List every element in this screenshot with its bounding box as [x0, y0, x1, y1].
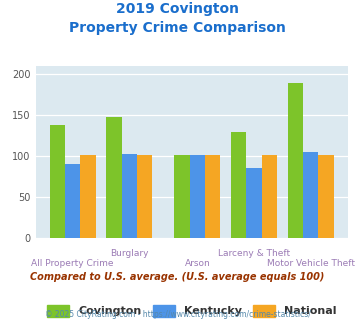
Text: Property Crime Comparison: Property Crime Comparison — [69, 21, 286, 35]
Bar — [303, 152, 318, 238]
Bar — [288, 83, 303, 238]
Text: 2019 Covington: 2019 Covington — [116, 2, 239, 16]
Text: © 2025 CityRating.com - https://www.cityrating.com/crime-statistics/: © 2025 CityRating.com - https://www.city… — [45, 310, 310, 319]
Text: All Property Crime: All Property Crime — [31, 259, 114, 268]
Bar — [246, 168, 262, 238]
Bar — [318, 155, 334, 238]
Text: Larceny & Theft: Larceny & Theft — [218, 249, 290, 258]
Bar — [174, 155, 190, 238]
Bar — [262, 155, 277, 238]
Text: Compared to U.S. average. (U.S. average equals 100): Compared to U.S. average. (U.S. average … — [30, 272, 325, 282]
Text: Arson: Arson — [185, 259, 210, 268]
Bar — [122, 154, 137, 238]
Bar — [80, 155, 95, 238]
Bar — [106, 117, 122, 238]
Legend: Covington, Kentucky, National: Covington, Kentucky, National — [43, 300, 341, 321]
Bar — [137, 155, 152, 238]
Bar — [190, 155, 205, 238]
Text: Burglary: Burglary — [110, 249, 149, 258]
Bar — [65, 164, 80, 238]
Text: Motor Vehicle Theft: Motor Vehicle Theft — [267, 259, 355, 268]
Bar — [231, 132, 246, 238]
Bar — [50, 125, 65, 238]
Bar — [205, 155, 220, 238]
